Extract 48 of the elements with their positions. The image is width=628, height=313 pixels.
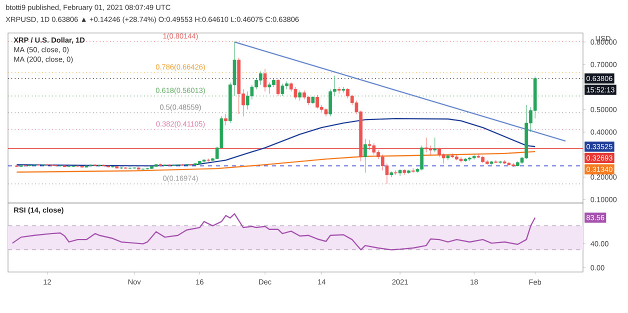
candlestick — [459, 156, 463, 163]
candlestick — [154, 164, 158, 168]
candlestick — [137, 167, 140, 170]
candlestick — [158, 163, 162, 167]
candlestick — [120, 166, 123, 170]
candlestick — [407, 170, 410, 174]
candlestick — [494, 160, 498, 164]
candlestick — [502, 160, 506, 164]
candlestick — [446, 154, 450, 160]
candlestick — [402, 168, 406, 176]
candlestick — [398, 168, 402, 176]
candlestick — [189, 164, 193, 166]
line-series — [12, 213, 536, 250]
candlestick — [206, 158, 210, 162]
candlestick — [498, 160, 502, 164]
candlestick — [15, 164, 18, 168]
candlestick — [472, 154, 476, 160]
candlestick — [224, 114, 228, 126]
candlestick — [311, 96, 315, 104]
candlestick — [298, 90, 302, 101]
candlestick — [364, 138, 367, 173]
candlestick — [263, 68, 267, 92]
candlestick — [337, 86, 341, 94]
candlestick — [54, 164, 58, 167]
candlestick — [102, 164, 106, 167]
candlestick — [237, 58, 241, 114]
candlestick — [368, 140, 372, 150]
candlestick — [464, 158, 468, 162]
candlestick — [280, 83, 284, 96]
candlestick — [276, 78, 280, 96]
candlestick — [180, 164, 184, 166]
candlestick — [115, 166, 119, 169]
candlestick — [485, 160, 489, 165]
candlestick — [84, 165, 88, 168]
candlestick — [342, 86, 346, 93]
candlestick — [490, 160, 494, 165]
candlestick — [411, 168, 415, 173]
candlestick — [372, 143, 376, 155]
candlestick — [294, 86, 298, 100]
candlestick — [62, 164, 66, 168]
candlestick — [324, 108, 328, 117]
line-series — [16, 150, 536, 173]
candlestick — [394, 170, 398, 176]
candlestick — [268, 82, 272, 94]
candlestick — [258, 71, 262, 86]
candlestick — [433, 137, 437, 153]
candlestick — [507, 162, 511, 166]
candlestick — [390, 171, 394, 178]
